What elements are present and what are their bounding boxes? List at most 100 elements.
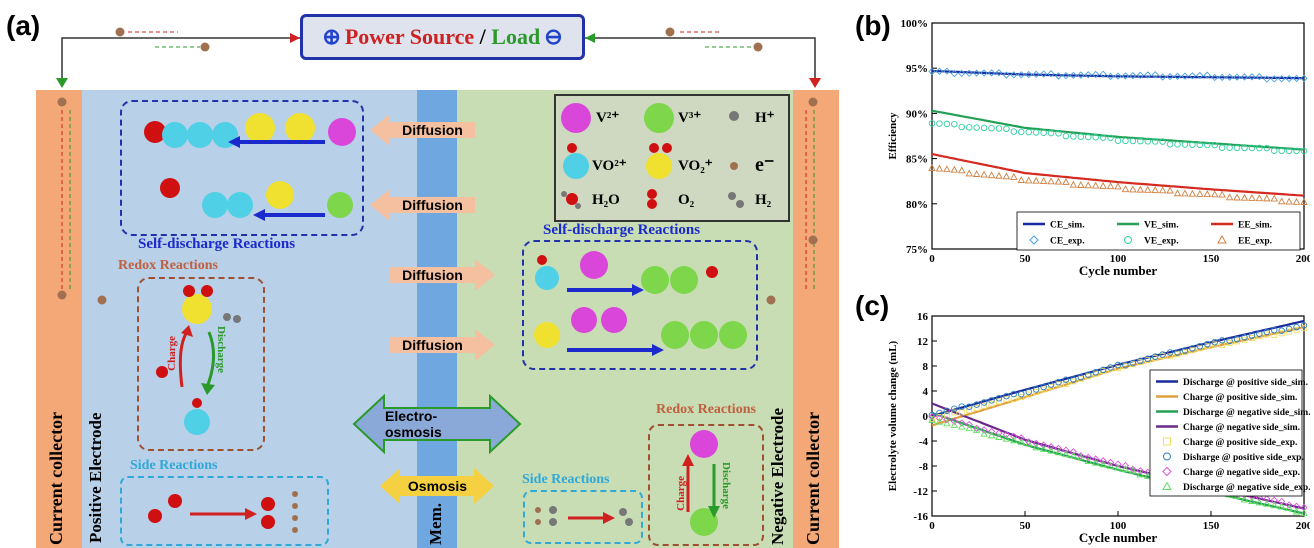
data-point bbox=[1017, 176, 1026, 183]
data-point bbox=[1256, 144, 1263, 152]
data-point bbox=[1218, 190, 1226, 198]
current-collector-left bbox=[36, 90, 82, 548]
data-point bbox=[1069, 180, 1078, 188]
species-v2: V²⁺ bbox=[596, 110, 620, 126]
data-point bbox=[1062, 177, 1070, 185]
data-point bbox=[1233, 73, 1241, 81]
data-point bbox=[958, 123, 966, 131]
y-tick-label: 95% bbox=[906, 63, 928, 75]
plus-icon: ⊕ bbox=[322, 24, 341, 49]
data-point bbox=[1129, 359, 1137, 367]
data-point bbox=[1121, 72, 1130, 80]
data-point bbox=[1173, 189, 1182, 197]
data-point bbox=[1301, 325, 1307, 332]
electro-osmosis-label: Electro-osmosis bbox=[385, 408, 442, 440]
data-point bbox=[972, 425, 981, 433]
data-point bbox=[1099, 134, 1107, 141]
data-point bbox=[1084, 453, 1092, 462]
data-point bbox=[1106, 461, 1115, 469]
data-point bbox=[1270, 194, 1278, 202]
data-point bbox=[958, 403, 966, 410]
data-point bbox=[943, 419, 951, 427]
y-tick-label: 16 bbox=[917, 311, 929, 323]
data-point bbox=[1270, 75, 1278, 83]
data-point bbox=[1256, 333, 1263, 340]
data-point bbox=[1136, 71, 1144, 79]
data-point bbox=[965, 420, 973, 429]
data-point bbox=[995, 69, 1003, 77]
y-tick-label: 75% bbox=[906, 244, 928, 256]
data-point bbox=[1196, 342, 1204, 350]
data-point bbox=[1099, 70, 1107, 78]
data-point bbox=[951, 409, 958, 416]
x-tick-label: 0 bbox=[929, 253, 935, 265]
data-point bbox=[1024, 176, 1033, 184]
data-point bbox=[1263, 75, 1271, 83]
data-point bbox=[1062, 376, 1070, 383]
charge-label-left: Charge bbox=[166, 336, 178, 371]
data-point bbox=[1248, 335, 1255, 341]
data-point bbox=[1278, 497, 1286, 506]
data-point bbox=[1144, 471, 1152, 479]
data-point bbox=[987, 69, 996, 77]
data-point bbox=[965, 124, 973, 131]
data-point bbox=[1219, 341, 1226, 348]
data-point bbox=[1077, 453, 1085, 461]
redox-box-right bbox=[648, 424, 764, 546]
legend-swatch bbox=[1162, 466, 1172, 477]
data-point bbox=[980, 399, 988, 406]
data-point bbox=[1032, 129, 1040, 136]
data-point bbox=[1292, 74, 1301, 83]
data-point bbox=[1151, 186, 1159, 194]
data-point bbox=[1114, 137, 1122, 144]
data-point bbox=[987, 171, 996, 179]
data-point bbox=[1003, 396, 1010, 403]
data-point bbox=[1121, 461, 1130, 470]
data-point bbox=[1255, 498, 1264, 506]
data-point bbox=[1263, 495, 1271, 503]
x-tick-label: 50 bbox=[1020, 253, 1032, 265]
series-line bbox=[931, 153, 1305, 197]
data-point bbox=[1039, 441, 1048, 449]
data-point bbox=[1233, 193, 1241, 201]
data-point bbox=[928, 416, 936, 424]
species-vo2p: VO₂⁺ bbox=[678, 158, 713, 174]
data-point bbox=[988, 124, 995, 132]
data-point bbox=[1285, 503, 1293, 511]
minus-icon: ⊖ bbox=[544, 24, 563, 49]
data-point bbox=[1300, 147, 1308, 155]
data-point bbox=[928, 120, 936, 127]
data-point bbox=[965, 403, 973, 410]
legend-swatch bbox=[1162, 481, 1172, 490]
data-point bbox=[1218, 144, 1226, 151]
legend-label: EE_exp. bbox=[1238, 237, 1272, 247]
x-axis-label: Cycle number bbox=[1079, 263, 1158, 278]
data-point bbox=[951, 120, 958, 128]
data-point bbox=[973, 124, 980, 131]
data-point bbox=[950, 417, 958, 426]
data-point bbox=[1099, 457, 1107, 465]
data-point bbox=[950, 421, 959, 428]
data-point bbox=[1278, 75, 1286, 83]
chart-c: 0 50 100 150 200 -16 -12 -8 -4 0 4 8 12 16 Cycle numbe… bbox=[887, 311, 1310, 545]
data-point bbox=[965, 424, 973, 432]
data-point bbox=[1069, 71, 1077, 79]
data-point bbox=[1263, 499, 1271, 507]
self-discharge-molecules-right bbox=[534, 251, 747, 356]
data-point bbox=[1226, 144, 1233, 152]
data-point bbox=[1025, 438, 1033, 446]
data-point bbox=[1151, 353, 1159, 360]
data-point bbox=[1226, 340, 1233, 347]
series-line bbox=[931, 69, 1304, 80]
data-point bbox=[1159, 73, 1167, 81]
redox-label-right: Redox Reactions bbox=[656, 402, 756, 417]
data-point bbox=[1018, 128, 1025, 136]
data-point bbox=[1263, 144, 1271, 152]
redox-box-left bbox=[137, 277, 265, 451]
redox-diagram-right bbox=[682, 430, 720, 536]
data-point bbox=[1255, 194, 1264, 202]
data-point bbox=[1032, 176, 1040, 184]
diffusion-label-2: Diffusion bbox=[402, 197, 463, 213]
data-point bbox=[1054, 448, 1063, 456]
data-point bbox=[1002, 431, 1011, 439]
